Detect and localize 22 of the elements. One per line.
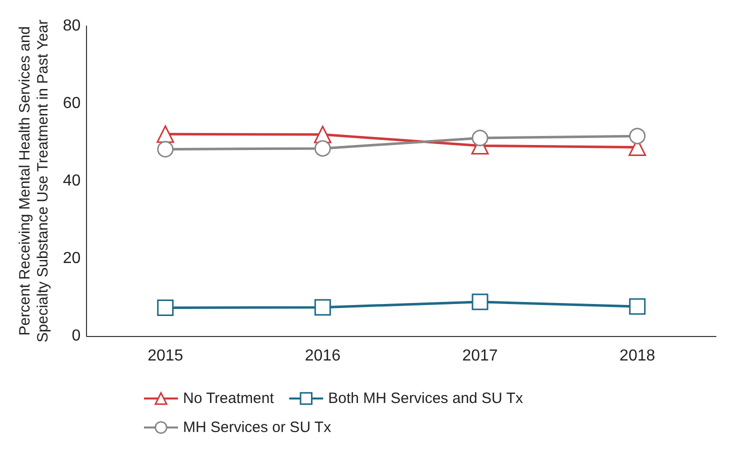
legend-label: MH Services or SU Tx bbox=[183, 419, 332, 436]
point bbox=[472, 294, 488, 310]
x-tick-label: 2016 bbox=[304, 348, 341, 364]
x-tick-label: 2017 bbox=[462, 348, 498, 364]
point bbox=[314, 140, 331, 157]
y-tick-label: 0 bbox=[72, 328, 81, 344]
point bbox=[472, 130, 488, 146]
point bbox=[156, 125, 174, 143]
point bbox=[629, 128, 646, 144]
y-tick-label: 40 bbox=[62, 172, 81, 190]
x-tick-label: 2018 bbox=[620, 348, 656, 364]
y-tick-label: 80 bbox=[62, 18, 81, 34]
point bbox=[157, 299, 174, 316]
legend-label: No Treatment bbox=[183, 390, 275, 407]
legend-label: Both MH Services and SU Tx bbox=[328, 390, 524, 407]
point bbox=[314, 299, 331, 316]
y-axis-title: Percent Receiving Mental Health Services and Specialty Substance Use Treatment in Past Year bbox=[16, 20, 52, 342]
point bbox=[629, 298, 646, 315]
y-tick-label: 60 bbox=[62, 95, 81, 112]
y-tick-label: 20 bbox=[62, 250, 81, 267]
x-tick-label: 2015 bbox=[148, 348, 184, 364]
point bbox=[157, 140, 174, 158]
